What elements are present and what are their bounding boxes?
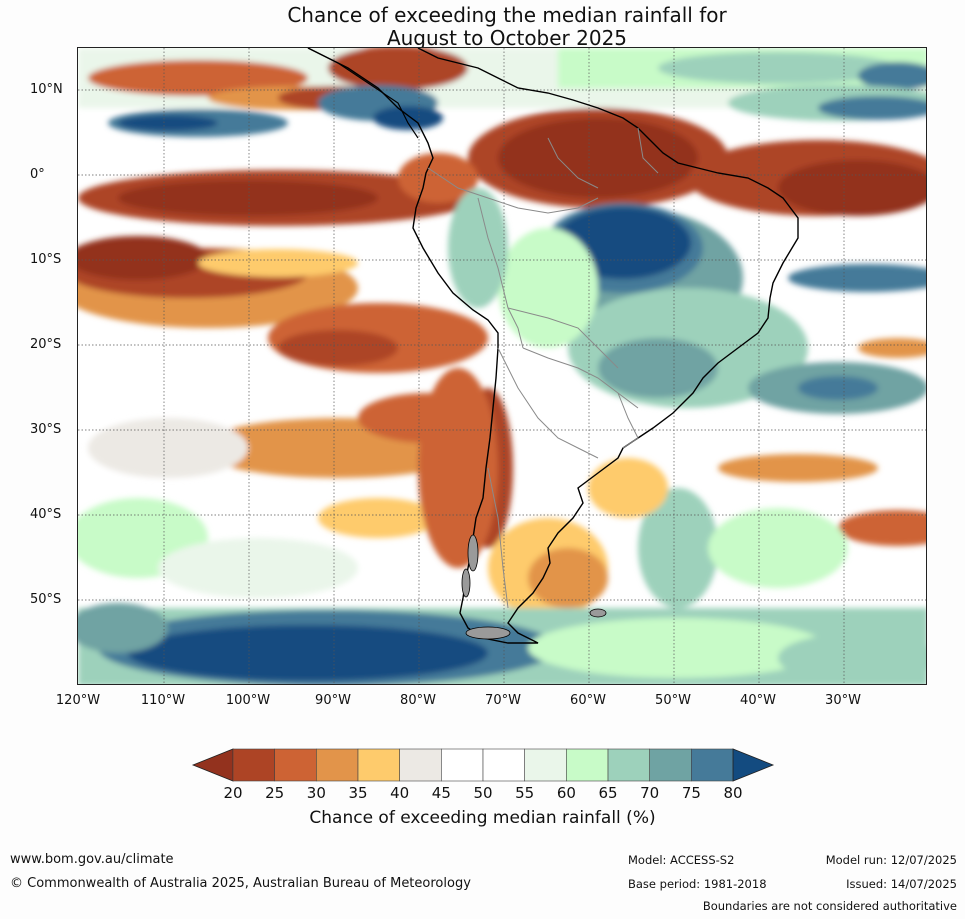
copyright-text: © Commonwealth of Australia 2025, Austra… [10,876,471,891]
issued-text: Issued: 14/07/2025 [846,877,957,891]
lat-label-40s: 40°S [30,507,62,522]
colorbar-segment [316,748,359,782]
lon-label-70w: 70°W [485,693,521,708]
website-link[interactable]: www.bom.gov.au/climate [10,852,174,867]
lon-label-80w: 80°W [400,693,436,708]
lat-label-10n: 10°N [30,82,63,97]
colorbar-segment [482,748,525,782]
lon-label-100w: 100°W [225,693,271,708]
colorbar-segment [566,748,609,782]
lon-label-50w: 50°W [655,693,691,708]
colorbar-tick-label: 25 [265,784,285,802]
lon-label-60w: 60°W [570,693,606,708]
model-run-text: Model run: 12/07/2025 [825,853,957,867]
colorbar-segment [524,748,567,782]
colorbar-tick-label: 50 [473,784,493,802]
colorbar-extend-high [732,748,775,782]
colorbar-tick-label: 75 [681,784,701,802]
central-america-coastline [307,48,419,139]
base-period-text: Base period: 1981-2018 [628,877,767,891]
lon-label-90w: 90°W [315,693,351,708]
lat-label-20s: 20°S [30,337,62,352]
colorbar-tick-label: 70 [640,784,660,802]
colorbar-tick-label: 80 [723,784,743,802]
lon-label-110w: 110°W [140,693,186,708]
colorbar-segment [649,748,692,782]
country-borders [427,127,659,609]
colorbar-tick-label: 40 [390,784,410,802]
colorbar-segment [357,748,400,782]
map-gridlines [78,48,926,684]
colorbar-extend-low [191,748,234,782]
lon-label-40w: 40°W [740,693,776,708]
probability-field [78,48,926,684]
lon-label-30w: 30°W [825,693,861,708]
title-line-1: Chance of exceeding the median rainfall … [287,3,727,27]
colorbar-segment [607,748,650,782]
colorbar-segment [274,748,317,782]
disclaimer-text: Boundaries are not considered authoritat… [702,899,957,913]
title-line-2: August to October 2025 [386,26,628,50]
rainfall-map [77,47,927,685]
lat-label-10s: 10°S [30,252,62,267]
colorbar-svg [191,748,775,782]
colorbar-tick-label: 45 [431,784,451,802]
chilean-islands [461,534,607,640]
model-text: Model: ACCESS-S2 [628,853,735,867]
colorbar [190,747,775,787]
map-canvas [78,48,926,684]
south-america-coastline [307,48,799,644]
chart-title: Chance of exceeding the median rainfall … [0,4,965,50]
colorbar-tick-label: 30 [306,784,326,802]
lat-label-30s: 30°S [30,422,62,437]
lat-label-50s: 50°S [30,592,62,607]
colorbar-tick-label: 65 [598,784,618,802]
lat-label-0: 0° [30,167,45,182]
colorbar-segment [441,748,484,782]
colorbar-segment [232,748,275,782]
lon-label-120w: 120°W [55,693,101,708]
colorbar-tick-label: 55 [515,784,535,802]
colorbar-segment [691,748,734,782]
colorbar-segment [399,748,442,782]
colorbar-tick-label: 35 [348,784,368,802]
colorbar-title: Chance of exceeding median rainfall (%) [309,808,656,828]
colorbar-tick-label: 60 [556,784,576,802]
colorbar-tick-label: 20 [223,784,243,802]
